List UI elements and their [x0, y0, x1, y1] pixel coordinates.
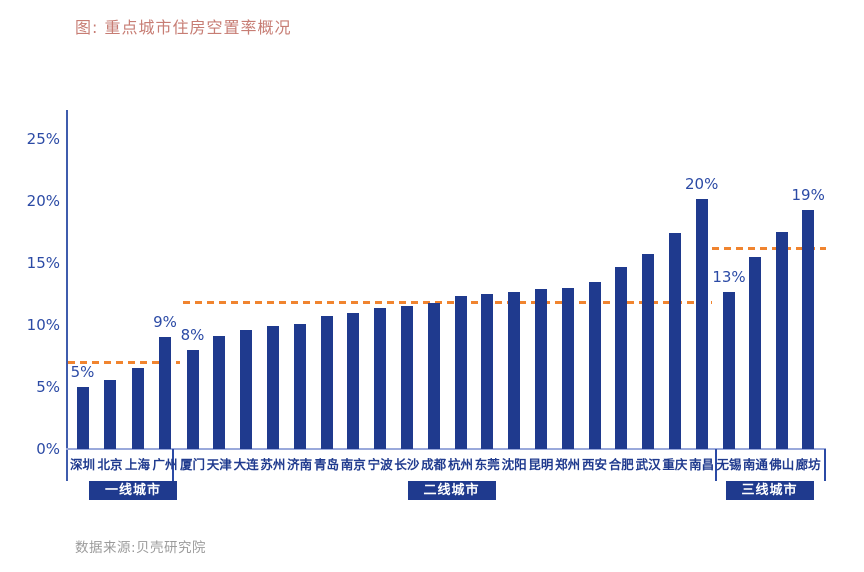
bar — [723, 291, 735, 449]
y-axis-tick-label: 10% — [26, 316, 60, 334]
bar-value-label: 9% — [153, 313, 177, 332]
y-axis-tick-label: 25% — [26, 130, 60, 148]
x-axis-city-label: 合肥 — [608, 457, 634, 472]
bar — [642, 254, 655, 449]
bar — [668, 233, 681, 449]
bar — [347, 312, 360, 449]
bar — [775, 232, 788, 449]
x-axis-city-label: 南通 — [742, 457, 768, 472]
x-axis-city-label: 昆明 — [528, 457, 554, 472]
x-axis-city-label: 南昌 — [689, 457, 715, 472]
bar — [588, 281, 601, 449]
x-axis-city-label: 东莞 — [474, 457, 500, 472]
group-divider — [824, 449, 826, 481]
x-axis-city-label: 西安 — [581, 457, 607, 472]
bar — [131, 368, 144, 449]
bar — [76, 387, 89, 449]
bar — [159, 337, 171, 449]
bar — [266, 326, 279, 449]
group-divider — [172, 449, 174, 481]
y-axis-tick-label: 20% — [26, 192, 60, 210]
x-axis-city-label: 厦门 — [179, 457, 205, 472]
x-axis-city-label: 广州 — [152, 457, 178, 472]
bar — [104, 379, 116, 449]
group-badge: 一线城市 — [88, 481, 178, 500]
average-dashed-line — [68, 360, 180, 364]
x-axis-city-label: 南京 — [340, 457, 366, 472]
bar — [802, 209, 815, 449]
x-axis-city-label: 佛山 — [769, 457, 795, 472]
bar — [374, 307, 387, 449]
data-source-label: 数据来源:贝壳研究院 — [75, 540, 207, 556]
bar-value-label: 20% — [685, 174, 719, 193]
x-axis-city-label: 苏州 — [260, 457, 286, 472]
bar-value-label: 19% — [791, 185, 825, 204]
bar — [240, 329, 253, 449]
bar — [615, 266, 628, 449]
x-axis-city-label: 大连 — [233, 457, 259, 472]
x-axis-city-label: 杭州 — [447, 457, 473, 472]
x-axis-city-label: 成都 — [421, 457, 447, 472]
x-axis-city-label: 重庆 — [662, 457, 688, 472]
x-axis-city-label: 宁波 — [367, 457, 393, 472]
bar — [749, 256, 762, 449]
bar — [508, 291, 521, 449]
x-axis-city-label: 无锡 — [716, 457, 742, 472]
x-axis-city-label: 沈阳 — [501, 457, 527, 472]
x-axis-city-label: 天津 — [206, 457, 232, 472]
bar — [293, 323, 306, 449]
bar — [534, 289, 547, 449]
x-axis-city-label: 青岛 — [313, 457, 339, 472]
bar — [320, 316, 333, 449]
bar — [481, 294, 494, 449]
bar — [400, 306, 413, 449]
bar — [427, 302, 440, 449]
bar — [213, 336, 226, 449]
bar-value-label: 13% — [712, 267, 746, 286]
y-axis-tick-label: 5% — [36, 378, 60, 396]
bar-value-label: 8% — [180, 325, 205, 344]
x-axis-city-label: 北京 — [97, 457, 123, 472]
average-dashed-line — [712, 246, 826, 250]
group-badge: 二线城市 — [407, 481, 496, 500]
x-axis-line — [66, 448, 826, 450]
average-dashed-line — [183, 301, 712, 305]
bar-value-label: 5% — [70, 363, 95, 381]
bar — [186, 349, 199, 449]
y-axis-line — [66, 110, 68, 481]
y-axis-tick-label: 15% — [26, 254, 60, 272]
x-axis-city-label: 上海 — [124, 457, 150, 472]
bar — [561, 287, 574, 449]
chart-title: 图: 重点城市住房空置率概况 — [75, 18, 292, 37]
bar — [695, 198, 708, 449]
x-axis-city-label: 郑州 — [555, 457, 581, 472]
x-axis-city-label: 长沙 — [394, 457, 420, 472]
y-axis-tick-label: 0% — [36, 440, 60, 458]
group-divider — [715, 449, 717, 481]
x-axis-city-label: 济南 — [287, 457, 313, 472]
group-badge: 三线城市 — [725, 481, 814, 500]
x-axis-city-label: 深圳 — [69, 457, 95, 472]
bar — [454, 296, 467, 449]
x-axis-city-label: 廊坊 — [795, 457, 821, 472]
x-axis-city-label: 武汉 — [635, 457, 661, 472]
